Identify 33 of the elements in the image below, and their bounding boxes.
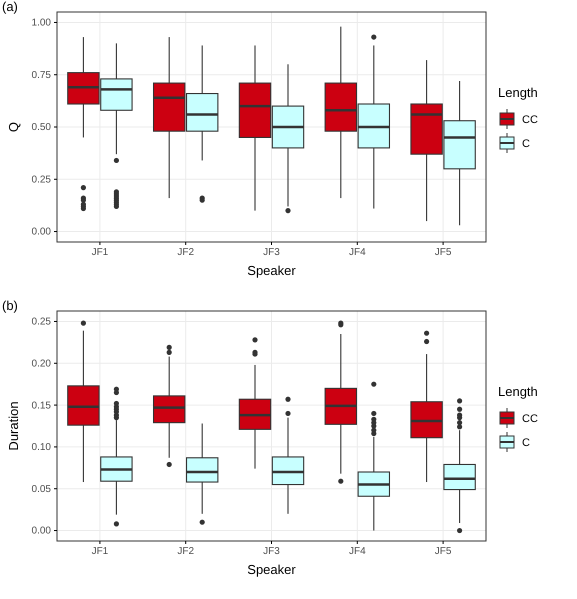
x-tick-label: JF1 (92, 247, 109, 258)
chart-title: (a) (2, 0, 18, 14)
legend-title: Length (498, 85, 538, 100)
x-tick-label: JF4 (348, 546, 366, 558)
x-axis-title: Speaker (247, 263, 296, 278)
y-tick-label: 0.25 (32, 316, 52, 328)
y-tick-label: 0.75 (32, 70, 52, 81)
legend-label: CC (522, 413, 538, 425)
x-tick-label: JF5 (434, 247, 452, 258)
legend-label: CC (522, 114, 538, 126)
y-axis-title: Q (6, 122, 21, 132)
x-tick-label: JF4 (348, 247, 366, 258)
y-tick-label: 1.00 (32, 18, 52, 29)
legend-label: C (522, 437, 530, 449)
x-tick-label: JF2 (177, 546, 194, 558)
legend-label: C (522, 138, 530, 150)
x-tick-label: JF2 (177, 247, 194, 258)
y-tick-label: 0.05 (32, 484, 52, 495)
x-tick-label: JF3 (263, 546, 280, 558)
y-tick-label: 0.00 (32, 526, 52, 537)
x-tick-label: JF1 (92, 546, 109, 558)
y-tick-label: 0.20 (32, 358, 52, 370)
y-tick-label: 0.00 (32, 226, 52, 238)
x-axis-title: Speaker (247, 562, 296, 577)
legend-title: Length (498, 384, 538, 399)
y-tick-label: 0.10 (32, 442, 52, 454)
x-tick-label: JF5 (434, 546, 452, 558)
y-tick-label: 0.25 (32, 174, 52, 186)
chart-title: (b) (2, 298, 18, 313)
y-tick-label: 0.50 (32, 122, 52, 134)
y-axis-title: Duration (6, 401, 21, 451)
y-tick-label: 0.15 (32, 400, 52, 412)
x-tick-label: JF3 (263, 247, 280, 258)
